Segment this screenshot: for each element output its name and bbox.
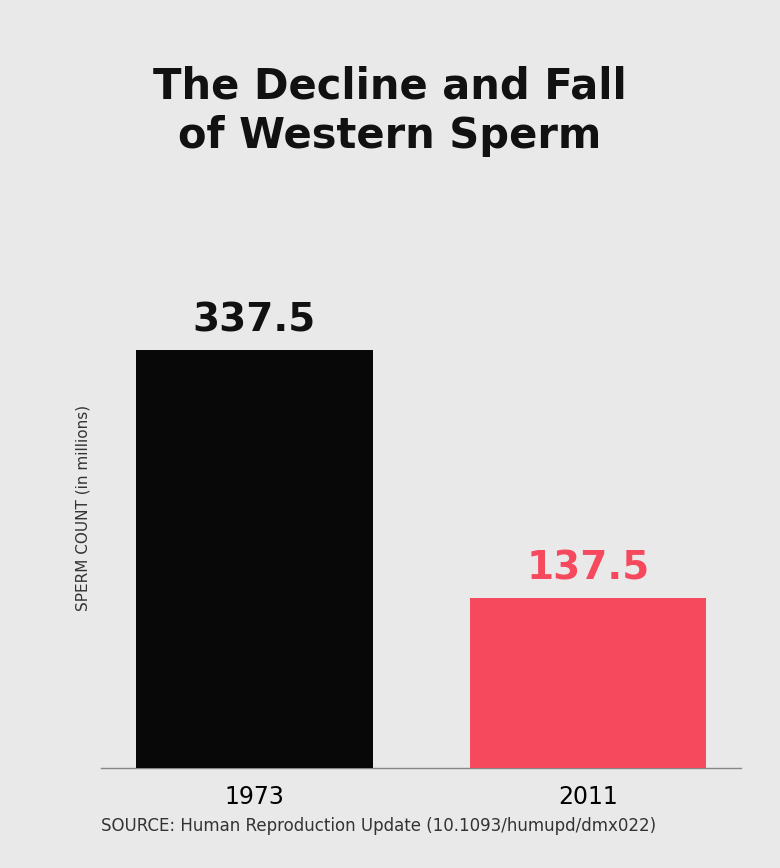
Text: 137.5: 137.5 — [526, 549, 650, 588]
Text: The Decline and Fall
of Western Sperm: The Decline and Fall of Western Sperm — [153, 65, 627, 157]
Bar — [470, 598, 706, 768]
Y-axis label: SPERM COUNT (in millions): SPERM COUNT (in millions) — [76, 404, 90, 611]
Text: 337.5: 337.5 — [193, 302, 316, 339]
Bar — [136, 350, 373, 768]
Text: SOURCE: Human Reproduction Update (10.1093/humupd/dmx022): SOURCE: Human Reproduction Update (10.10… — [101, 817, 657, 835]
